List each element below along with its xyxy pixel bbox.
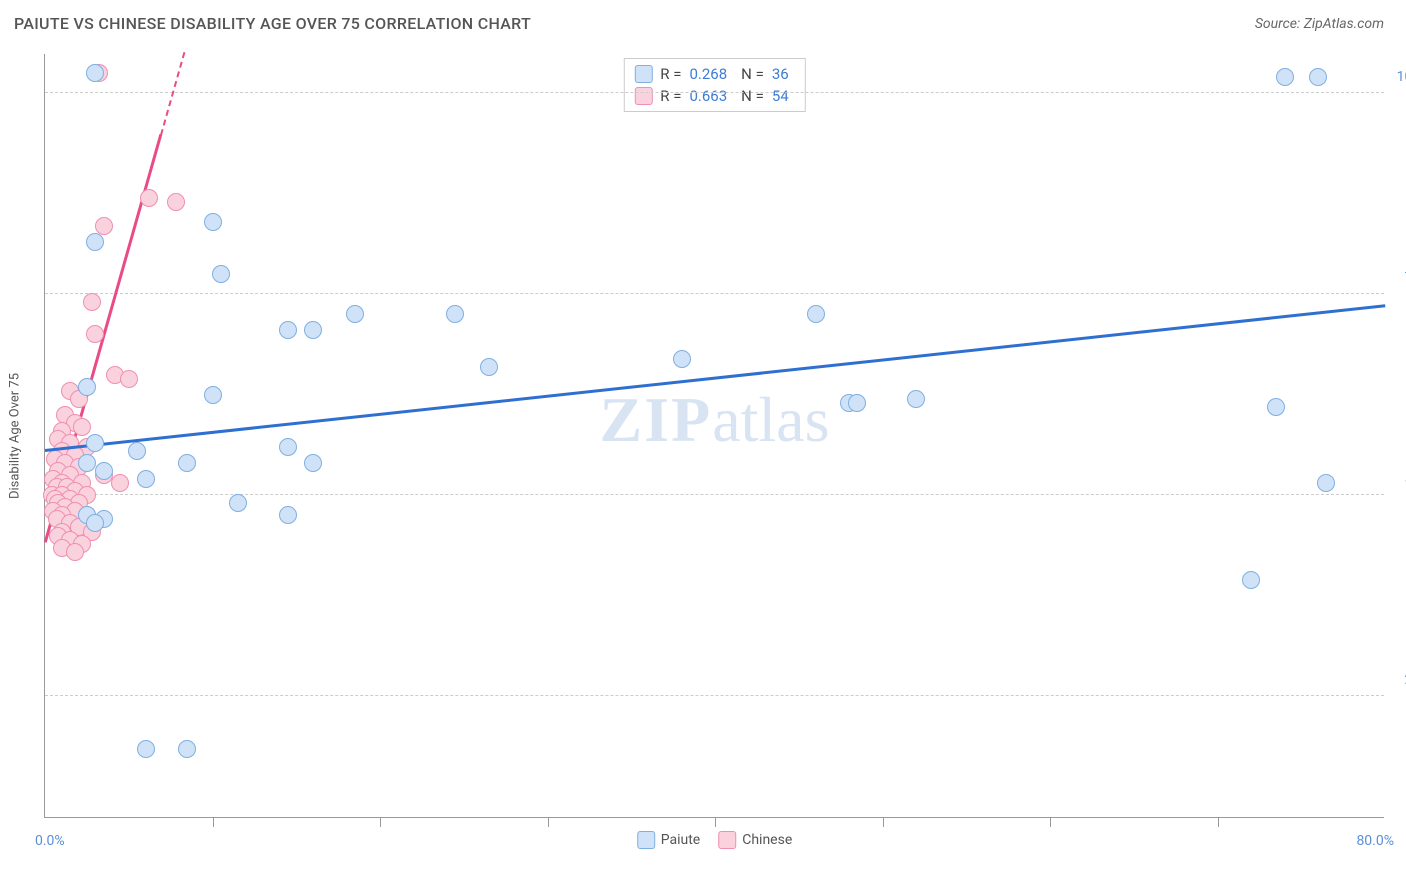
data-point-paiute [848, 394, 866, 412]
legend: Paiute Chinese [637, 831, 793, 849]
data-point-paiute [346, 305, 364, 323]
x-tick [883, 817, 884, 827]
data-point-paiute [673, 350, 691, 368]
data-point-paiute [212, 265, 230, 283]
data-point-paiute [78, 378, 96, 396]
data-point-chinese [86, 325, 104, 343]
x-tick [1218, 817, 1219, 827]
data-point-chinese [120, 370, 138, 388]
data-point-paiute [78, 454, 96, 472]
data-point-paiute [1242, 571, 1260, 589]
data-point-chinese [66, 543, 84, 561]
chart-source: Source: ZipAtlas.com [1255, 16, 1384, 32]
data-point-chinese [111, 474, 129, 492]
watermark: ZIPatlas [600, 383, 830, 457]
x-tick [715, 817, 716, 827]
data-point-chinese [140, 189, 158, 207]
gridline [45, 695, 1384, 696]
x-tick [1050, 817, 1051, 827]
data-point-chinese [95, 217, 113, 235]
x-tick [548, 817, 549, 827]
swatch-paiute [637, 831, 655, 849]
legend-item-paiute: Paiute [637, 831, 701, 849]
x-axis-min-label: 0.0% [35, 833, 65, 849]
data-point-paiute [907, 390, 925, 408]
data-point-paiute [279, 321, 297, 339]
correlation-stats-box: R = 0.268 N = 36 R = 0.663 N = 54 [623, 58, 805, 112]
data-point-paiute [446, 305, 464, 323]
data-point-paiute [178, 740, 196, 758]
chart-header: PAIUTE VS CHINESE DISABILITY AGE OVER 75… [0, 0, 1406, 41]
x-tick [213, 817, 214, 827]
data-point-paiute [86, 233, 104, 251]
swatch-chinese [718, 831, 736, 849]
x-axis-max-label: 80.0% [1356, 833, 1394, 849]
data-point-paiute [279, 438, 297, 456]
data-point-paiute [1309, 68, 1327, 86]
data-point-paiute [229, 494, 247, 512]
data-point-paiute [304, 321, 322, 339]
data-point-paiute [178, 454, 196, 472]
swatch-chinese [634, 87, 652, 105]
data-point-paiute [1267, 398, 1285, 416]
chart-title: PAIUTE VS CHINESE DISABILITY AGE OVER 75… [14, 14, 531, 33]
data-point-paiute [1276, 68, 1294, 86]
data-point-paiute [304, 454, 322, 472]
swatch-paiute [634, 65, 652, 83]
gridline [45, 293, 1384, 294]
data-point-paiute [204, 386, 222, 404]
gridline [45, 494, 1384, 495]
scatter-chart: Disability Age Over 75 ZIPatlas R = 0.26… [44, 54, 1384, 818]
data-point-paiute [137, 740, 155, 758]
gridline [45, 92, 1384, 93]
data-point-chinese [83, 293, 101, 311]
trendline-paiute [45, 304, 1385, 451]
data-point-paiute [128, 442, 146, 460]
data-point-paiute [1317, 474, 1335, 492]
legend-item-chinese: Chinese [718, 831, 792, 849]
data-point-paiute [807, 305, 825, 323]
data-point-paiute [137, 470, 155, 488]
data-point-paiute [279, 506, 297, 524]
data-point-paiute [480, 358, 498, 376]
trendline-dash-chinese [160, 52, 185, 135]
data-point-paiute [86, 514, 104, 532]
stats-row-chinese: R = 0.663 N = 54 [634, 85, 794, 107]
stats-row-paiute: R = 0.268 N = 36 [634, 63, 794, 85]
data-point-paiute [204, 213, 222, 231]
x-tick [380, 817, 381, 827]
y-axis-title: Disability Age Over 75 [8, 372, 23, 498]
y-axis-label: 100.0% [1397, 69, 1406, 85]
data-point-chinese [73, 418, 91, 436]
data-point-paiute [86, 64, 104, 82]
data-point-paiute [86, 434, 104, 452]
data-point-paiute [95, 462, 113, 480]
data-point-chinese [167, 193, 185, 211]
